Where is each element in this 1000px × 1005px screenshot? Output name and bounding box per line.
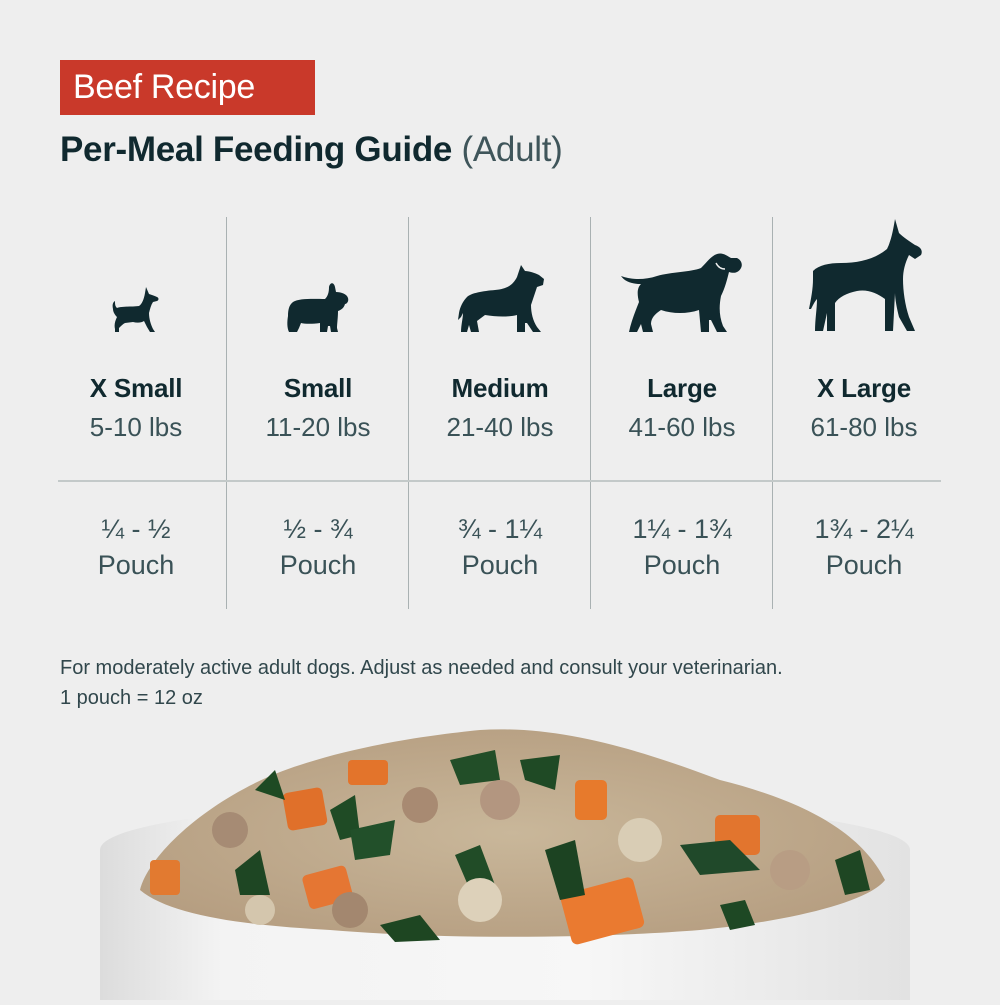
size-name: X Small	[89, 373, 183, 403]
size-name: Large	[647, 373, 717, 403]
feeding-note: For moderately active adult dogs. Adjust…	[60, 653, 783, 713]
chihuahua-icon	[45, 217, 227, 333]
portion-amount: 1¾ - 2¼	[814, 514, 914, 544]
medium-dog-icon	[409, 217, 591, 333]
portion-unit: Pouch	[461, 550, 539, 580]
size-name: Medium	[451, 373, 549, 403]
french-bulldog-icon	[227, 217, 409, 333]
size-column-large: Large 41-60 lbs 1¼ - 1¾ Pouch	[591, 217, 773, 609]
labrador-icon	[591, 217, 773, 333]
food-bowl-image	[0, 720, 1000, 1000]
title-sub: (Adult)	[461, 130, 563, 169]
recipe-badge: Beef Recipe	[60, 60, 315, 115]
page-title: Per-Meal Feeding Guide (Adult)	[60, 130, 563, 170]
size-column-small: Small 11-20 lbs ½ - ¾ Pouch	[227, 217, 409, 609]
portion-unit: Pouch	[643, 550, 721, 580]
portion-amount: ¾ - 1¼	[457, 514, 543, 544]
portion-amount: 1¼ - 1¾	[632, 514, 732, 544]
size-name: Small	[283, 373, 353, 403]
great-dane-icon	[773, 217, 955, 333]
portion-unit: Pouch	[825, 550, 903, 580]
column-divider	[226, 217, 227, 609]
size-weight: 11-20 lbs	[265, 412, 371, 442]
column-divider	[408, 217, 409, 609]
size-weight: 21-40 lbs	[446, 412, 554, 442]
column-divider	[772, 217, 773, 609]
size-weight: 41-60 lbs	[628, 412, 736, 442]
size-column-x-large: X Large 61-80 lbs 1¾ - 2¼ Pouch	[773, 217, 955, 609]
note-line-2: 1 pouch = 12 oz	[60, 687, 203, 709]
size-weight: 61-80 lbs	[810, 412, 918, 442]
portion-unit: Pouch	[279, 550, 357, 580]
size-column-medium: Medium 21-40 lbs ¾ - 1¼ Pouch	[409, 217, 591, 609]
size-name: X Large	[817, 373, 911, 403]
size-column-x-small: X Small 5-10 lbs ¼ - ½ Pouch	[45, 217, 227, 609]
note-line-1: For moderately active adult dogs. Adjust…	[60, 657, 783, 679]
title-main: Per-Meal Feeding Guide	[60, 130, 453, 169]
portion-amount: ½ - ¾	[283, 514, 353, 544]
size-weight: 5-10 lbs	[89, 412, 183, 442]
column-divider	[590, 217, 591, 609]
row-divider	[58, 480, 941, 482]
portion-unit: Pouch	[97, 550, 175, 580]
portion-amount: ¼ - ½	[101, 514, 171, 544]
